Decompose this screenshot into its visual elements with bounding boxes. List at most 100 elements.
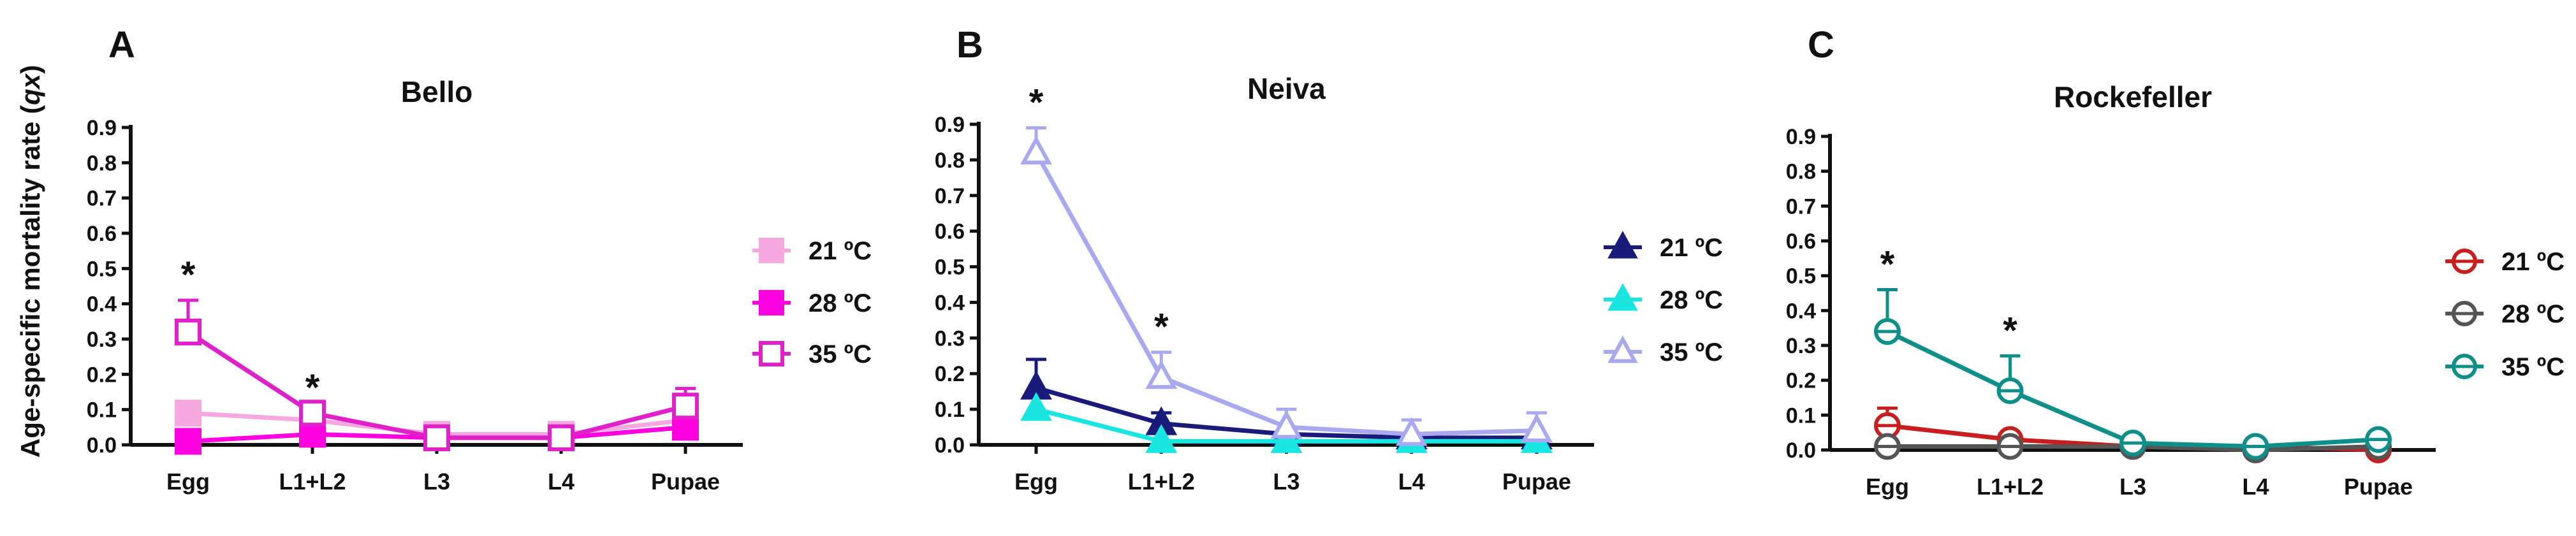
y-tick-label: 0.6 xyxy=(87,222,117,246)
y-tick-label: 0.8 xyxy=(87,151,117,175)
data-point xyxy=(1020,392,1052,421)
data-point xyxy=(1270,424,1303,453)
legend-item: 28 ºC xyxy=(1604,283,1723,314)
y-tick-label: 0.1 xyxy=(87,398,117,423)
y-tick-label: 0.1 xyxy=(935,398,965,422)
x-tick-label: Pupae xyxy=(1502,468,1571,495)
panel-label: A xyxy=(108,24,135,66)
data-point xyxy=(1145,424,1178,453)
legend-label: 35 ºC xyxy=(1660,338,1723,366)
data-point xyxy=(423,424,450,451)
y-axis-label-main: Age-specific mortality rate ( xyxy=(15,105,45,458)
legend-item: 35 ºC xyxy=(2445,353,2565,381)
panel-bello: A Bello 0.0 0.1 0.2 0.3 0.4 0.5 0.6 0.7 0.8 0.9 Egg L… xyxy=(87,24,872,495)
legend-label: 35 ºC xyxy=(2501,353,2565,381)
legend: 21 ºC 28 ºC 35 ºC xyxy=(752,237,872,368)
panel-rockefeller: C Rockefeller 0.0 0.1 0.2 0.3 0.4 0.5 0.6 0.7 0.8 0… xyxy=(1786,24,2565,500)
data-point xyxy=(1270,410,1303,439)
significance-marker: * xyxy=(181,254,196,296)
data-point xyxy=(1395,417,1428,446)
x-tick-label: L4 xyxy=(2242,474,2269,500)
legend-marker xyxy=(759,238,784,263)
y-axis-label: Age-specific mortality rate (qx) xyxy=(15,65,45,458)
legend-item: 28 ºC xyxy=(2445,300,2565,328)
series-2 xyxy=(1874,288,2392,460)
data-point xyxy=(175,318,201,345)
legend-item: 21 ºC xyxy=(2445,248,2565,276)
series-2 xyxy=(1020,126,1553,446)
series-line xyxy=(1886,329,2379,449)
legend-marker xyxy=(759,290,784,315)
chart-title: Rockefeller xyxy=(2054,80,2212,113)
data-point xyxy=(175,400,201,427)
x-tick-label: Pupae xyxy=(651,468,720,495)
legend-item: 21 ºC xyxy=(1604,231,1723,262)
chart-title: Bello xyxy=(401,75,472,108)
y-tick-label: 0.7 xyxy=(87,187,117,211)
y-tick-label: 0.5 xyxy=(87,257,117,281)
legend-item: 21 ºC xyxy=(752,237,872,265)
legend: 21 ºC 28 ºC 35 ºC xyxy=(2445,248,2565,381)
significance-marker: * xyxy=(1029,82,1044,124)
legend-marker xyxy=(1607,283,1638,311)
x-tick-label: Pupae xyxy=(2344,474,2413,500)
data-point xyxy=(299,421,326,448)
significance-marker: * xyxy=(2003,310,2017,351)
x-tick-label: L3 xyxy=(423,468,450,495)
legend-label: 28 ºC xyxy=(2501,300,2565,328)
y-tick-label: 0.6 xyxy=(935,220,965,244)
x-tick-label: Egg xyxy=(1866,474,1909,500)
panel-neiva: B Neiva 0.0 0.1 0.2 0.3 0.4 0.5 0.6 0.7 0.8 0.9 Egg L… xyxy=(935,24,1723,495)
y-tick-label: 0.3 xyxy=(1786,334,1816,358)
y-tick-label: 0.0 xyxy=(87,433,117,458)
legend-label: 35 ºC xyxy=(809,340,872,368)
legend-marker xyxy=(759,341,784,366)
y-tick-label: 0.2 xyxy=(935,362,965,386)
y-tick-label: 0.5 xyxy=(935,256,965,280)
x-tick-label: L3 xyxy=(2119,474,2146,500)
y-tick-label: 0.4 xyxy=(935,291,965,315)
x-tick-label: L1+L2 xyxy=(279,468,346,495)
data-point xyxy=(672,393,699,420)
y-tick-label: 0.9 xyxy=(935,113,965,137)
panels: A Bello 0.0 0.1 0.2 0.3 0.4 0.5 0.6 0.7 0.8 0.9 Egg L… xyxy=(87,24,2565,500)
y-tick-label: 0.1 xyxy=(1786,403,1816,428)
y-tick-label: 0.5 xyxy=(1786,264,1816,289)
legend: 21 ºC 28 ºC 35 ºC xyxy=(1604,231,1723,366)
significance-marker: * xyxy=(1154,307,1169,348)
y-tick-label: 0.0 xyxy=(1786,438,1816,463)
x-tick-label: L4 xyxy=(1398,468,1425,495)
y-tick-label: 0.8 xyxy=(1786,160,1816,184)
y-tick-label: 0.0 xyxy=(935,433,965,458)
data-point xyxy=(175,428,201,455)
x-tick-label: L3 xyxy=(1273,468,1299,495)
data-point xyxy=(1145,359,1178,389)
legend-label: 21 ºC xyxy=(1660,234,1723,262)
chart-title: Neiva xyxy=(1247,72,1326,105)
legend-item: 35 ºC xyxy=(1604,335,1723,366)
data-point xyxy=(1020,135,1052,165)
y-tick-label: 0.3 xyxy=(935,326,965,351)
legend-label: 28 ºC xyxy=(1660,286,1723,314)
y-tick-label: 0.9 xyxy=(1786,125,1816,149)
y-tick-label: 0.2 xyxy=(87,363,117,387)
y-tick-label: 0.7 xyxy=(1786,194,1816,219)
legend-marker xyxy=(1607,335,1638,363)
legend-item: 28 ºC xyxy=(752,289,872,317)
legend-item: 35 ºC xyxy=(752,340,872,368)
x-tick-label: L1+L2 xyxy=(1977,474,2044,500)
series-2 xyxy=(175,298,699,451)
y-tick-label: 0.2 xyxy=(1786,369,1816,393)
x-tick-label: L1+L2 xyxy=(1128,468,1195,495)
y-tick-label: 0.4 xyxy=(87,293,117,317)
significance-marker: * xyxy=(305,367,320,409)
y-tick-label: 0.7 xyxy=(935,184,965,208)
legend-label: 21 ºC xyxy=(2501,248,2565,276)
legend-label: 21 ºC xyxy=(809,237,872,265)
data-point xyxy=(299,400,326,427)
significance-marker: * xyxy=(1880,244,1895,286)
y-axis-label-close: ) xyxy=(15,65,45,74)
y-tick-label: 0.3 xyxy=(87,328,117,352)
y-tick-label: 0.8 xyxy=(935,148,965,173)
